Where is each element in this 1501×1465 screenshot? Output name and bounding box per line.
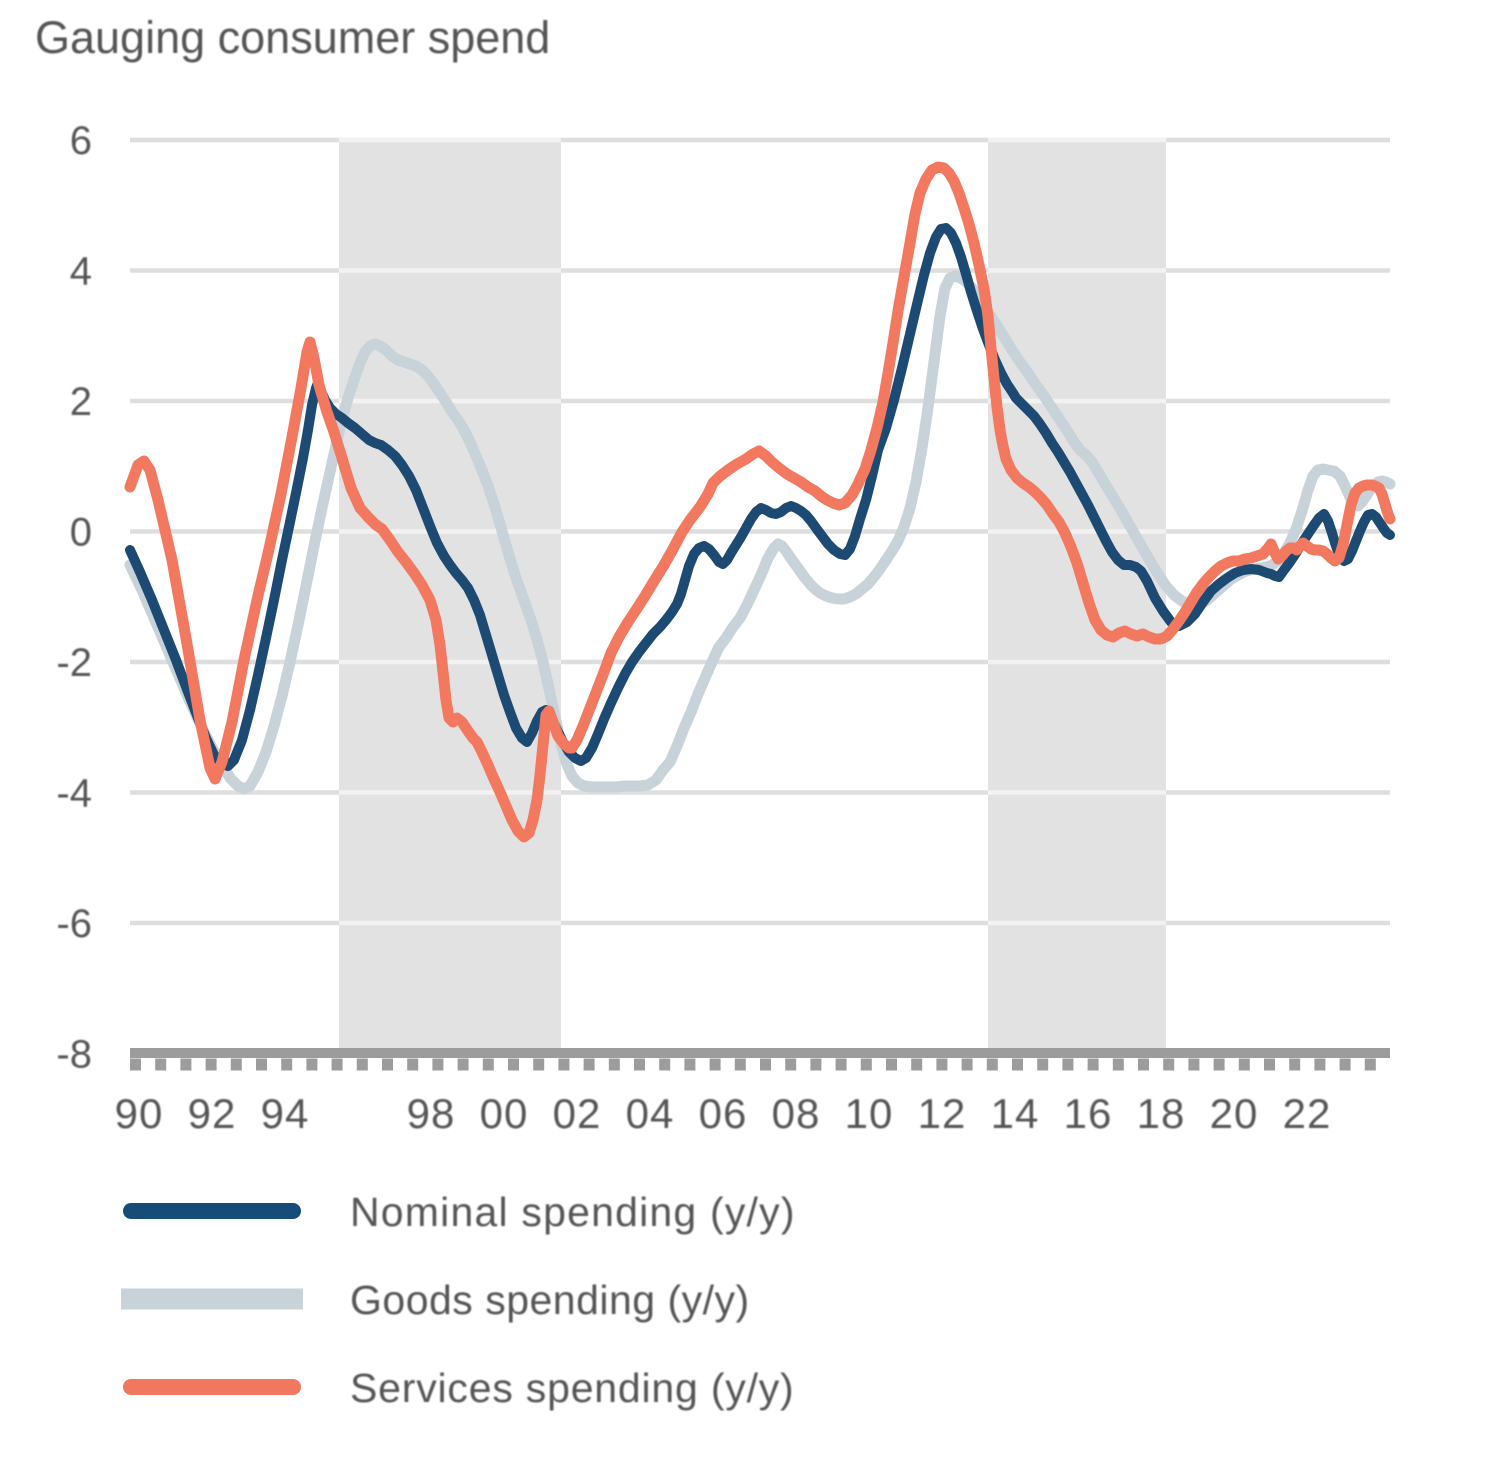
svg-text:Goods spending (y/y): Goods spending (y/y) (350, 1277, 750, 1323)
svg-text:0: 0 (70, 511, 92, 555)
svg-text:Nominal spending (y/y): Nominal spending (y/y) (350, 1189, 796, 1235)
svg-text:94: 94 (261, 1090, 310, 1137)
svg-text:22: 22 (1283, 1090, 1332, 1137)
svg-text:92: 92 (188, 1090, 237, 1137)
svg-text:4: 4 (70, 250, 92, 294)
svg-text:02: 02 (553, 1090, 602, 1137)
svg-text:12: 12 (918, 1090, 967, 1137)
svg-text:2: 2 (70, 380, 92, 424)
svg-text:06: 06 (699, 1090, 748, 1137)
svg-text:04: 04 (626, 1090, 675, 1137)
svg-text:Services spending (y/y): Services spending (y/y) (350, 1365, 795, 1411)
svg-text:00: 00 (480, 1090, 529, 1137)
svg-text:Gauging consumer spend: Gauging consumer spend (35, 12, 550, 63)
svg-text:-8: -8 (56, 1033, 92, 1077)
svg-text:90: 90 (115, 1090, 164, 1137)
svg-text:20: 20 (1210, 1090, 1259, 1137)
svg-text:98: 98 (407, 1090, 456, 1137)
svg-text:16: 16 (1064, 1090, 1113, 1137)
svg-text:08: 08 (772, 1090, 821, 1137)
svg-text:6: 6 (70, 119, 92, 163)
svg-text:18: 18 (1137, 1090, 1186, 1137)
svg-text:-6: -6 (56, 902, 92, 946)
svg-text:14: 14 (991, 1090, 1040, 1137)
svg-text:10: 10 (845, 1090, 894, 1137)
svg-text:-2: -2 (56, 641, 92, 685)
svg-text:-4: -4 (56, 772, 92, 816)
